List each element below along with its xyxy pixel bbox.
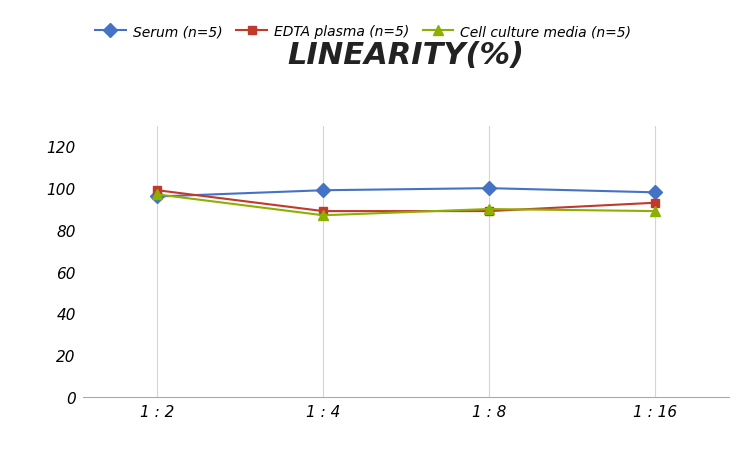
Serum (n=5) [650, 190, 660, 196]
EDTA plasma (n=5) [650, 201, 660, 206]
Cell culture media (n=5) [650, 209, 660, 214]
EDTA plasma (n=5) [319, 209, 328, 214]
Serum (n=5) [319, 188, 328, 193]
Cell culture media (n=5) [153, 192, 162, 198]
Legend: Serum (n=5), EDTA plasma (n=5), Cell culture media (n=5): Serum (n=5), EDTA plasma (n=5), Cell cul… [89, 19, 637, 45]
Serum (n=5) [484, 186, 493, 191]
Line: Serum (n=5): Serum (n=5) [153, 184, 660, 202]
Line: Cell culture media (n=5): Cell culture media (n=5) [153, 190, 660, 221]
EDTA plasma (n=5) [484, 209, 493, 214]
Serum (n=5) [153, 194, 162, 200]
EDTA plasma (n=5) [153, 188, 162, 193]
Cell culture media (n=5) [484, 207, 493, 212]
Cell culture media (n=5) [319, 213, 328, 218]
Text: LINEARITY(%): LINEARITY(%) [287, 41, 525, 69]
Line: EDTA plasma (n=5): EDTA plasma (n=5) [153, 187, 659, 216]
